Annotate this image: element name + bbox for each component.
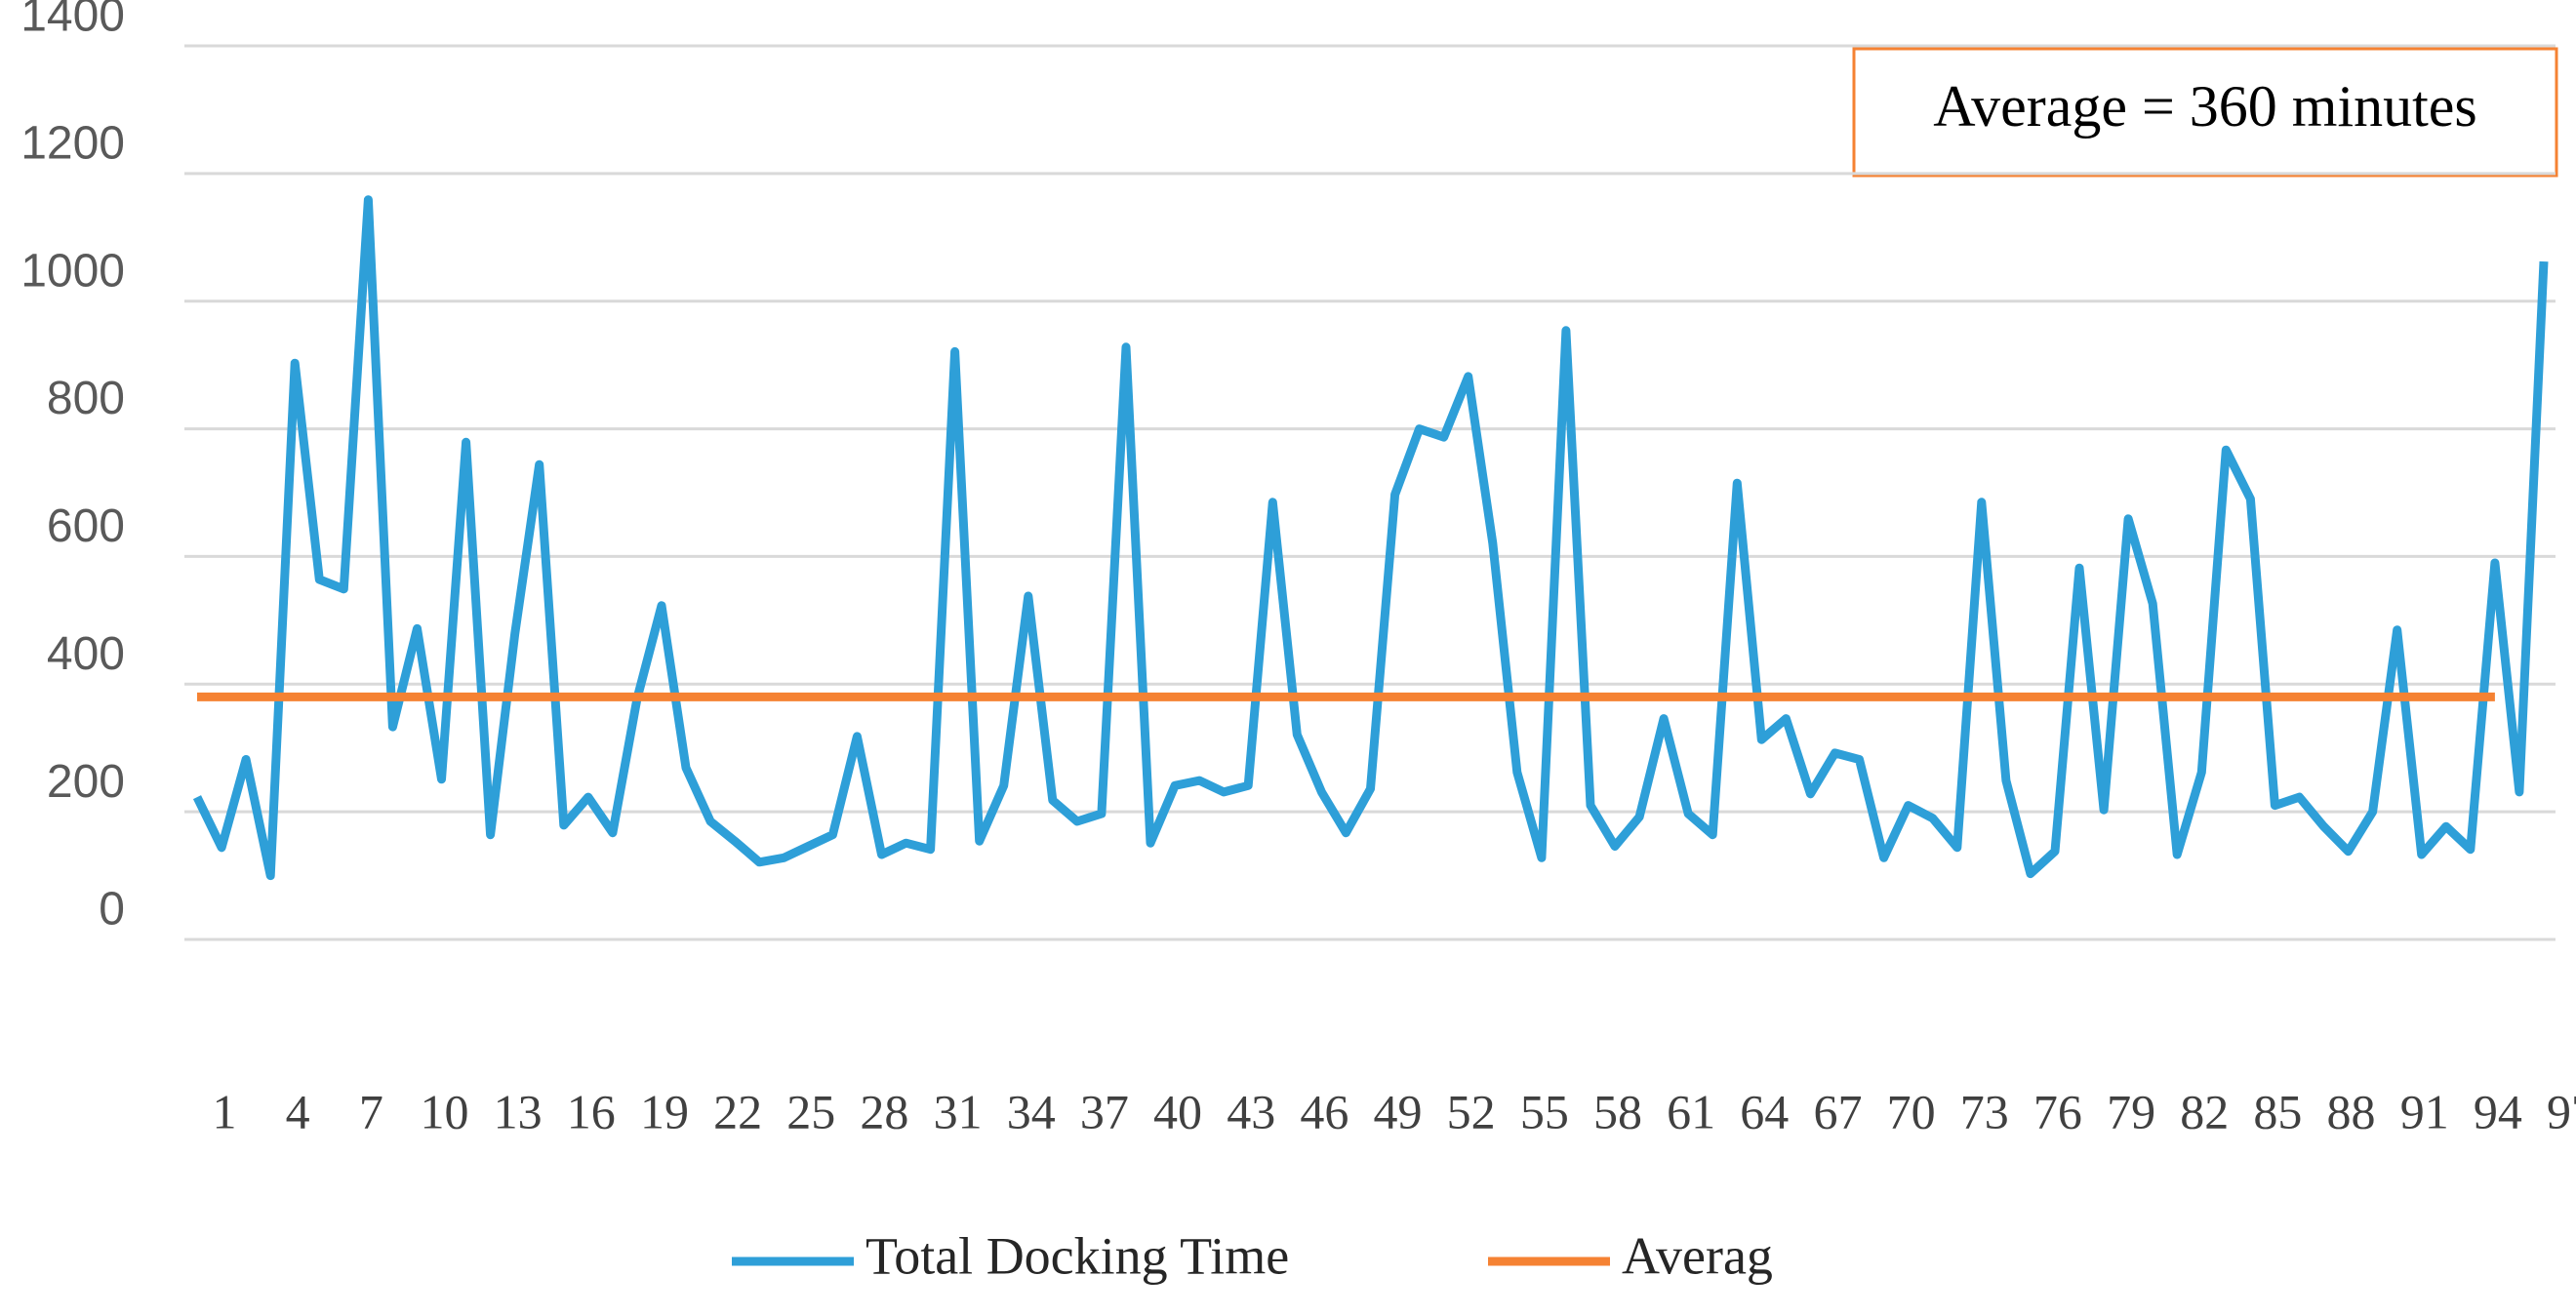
- x-tick-label: 49: [1374, 1084, 1423, 1138]
- x-tick-label: 88: [2327, 1084, 2376, 1138]
- annotation-box: [1852, 47, 2558, 178]
- x-tick-label: 28: [860, 1084, 908, 1138]
- x-tick-label: 73: [1960, 1084, 2009, 1138]
- x-tick-label: 61: [1667, 1084, 1715, 1138]
- x-tick-label: 10: [420, 1084, 468, 1138]
- x-tick-label: 79: [2107, 1084, 2155, 1138]
- x-tick-label: 31: [934, 1084, 983, 1138]
- x-tick-label: 19: [640, 1084, 689, 1138]
- x-tick-label: 91: [2400, 1084, 2449, 1138]
- x-tick-label: 52: [1447, 1084, 1496, 1138]
- x-tick-label: 16: [567, 1084, 616, 1138]
- x-tick-label: 70: [1887, 1084, 1936, 1138]
- x-tick-label: 58: [1593, 1084, 1642, 1138]
- legend-label: Averag: [1622, 1226, 1773, 1285]
- x-tick-label: 40: [1153, 1084, 1202, 1138]
- x-tick-label: 55: [1520, 1084, 1569, 1138]
- x-tick-label: 76: [2033, 1084, 2082, 1138]
- x-tick-label: 94: [2474, 1084, 2522, 1138]
- x-tick-label: 67: [1813, 1084, 1862, 1138]
- line-series: [192, 195, 2549, 881]
- x-tick-label: 25: [786, 1084, 835, 1138]
- x-tick-label: 13: [494, 1084, 543, 1138]
- annotation: Average = 360 minutes: [1933, 74, 2477, 139]
- x-tick-label: 37: [1080, 1084, 1129, 1138]
- x-tick-label: 4: [286, 1084, 310, 1138]
- x-tick-label: 43: [1227, 1084, 1275, 1138]
- y-tick-label: 0: [99, 884, 125, 936]
- y-tick-label: 400: [47, 628, 125, 680]
- legend-label: Total Docking Time: [865, 1226, 1289, 1285]
- x-tick-label: 46: [1300, 1084, 1348, 1138]
- x-tick-label: 1: [213, 1084, 237, 1138]
- plot: 0 200 400 600 800 1000 1200 1400 1 4 7 10 13 16 19 22 25…: [20, 0, 2576, 1285]
- x-tick-label: 85: [2253, 1084, 2302, 1138]
- y-tick-label: 1000: [20, 245, 125, 297]
- y-tick-label: 600: [47, 500, 125, 552]
- x-tick-label: 64: [1740, 1084, 1789, 1138]
- y-tick-label: 1400: [20, 0, 125, 42]
- y-tick-label: 1200: [20, 118, 125, 170]
- y-tick-label: 200: [47, 756, 125, 808]
- x-tick-label: 82: [2180, 1084, 2229, 1138]
- x-tick-label: 34: [1007, 1084, 1056, 1138]
- x-tick-label: 22: [713, 1084, 762, 1138]
- x-tick-label: 97: [2547, 1084, 2576, 1138]
- x-tick-label: 7: [359, 1084, 383, 1138]
- y-tick-label: 800: [47, 373, 125, 424]
